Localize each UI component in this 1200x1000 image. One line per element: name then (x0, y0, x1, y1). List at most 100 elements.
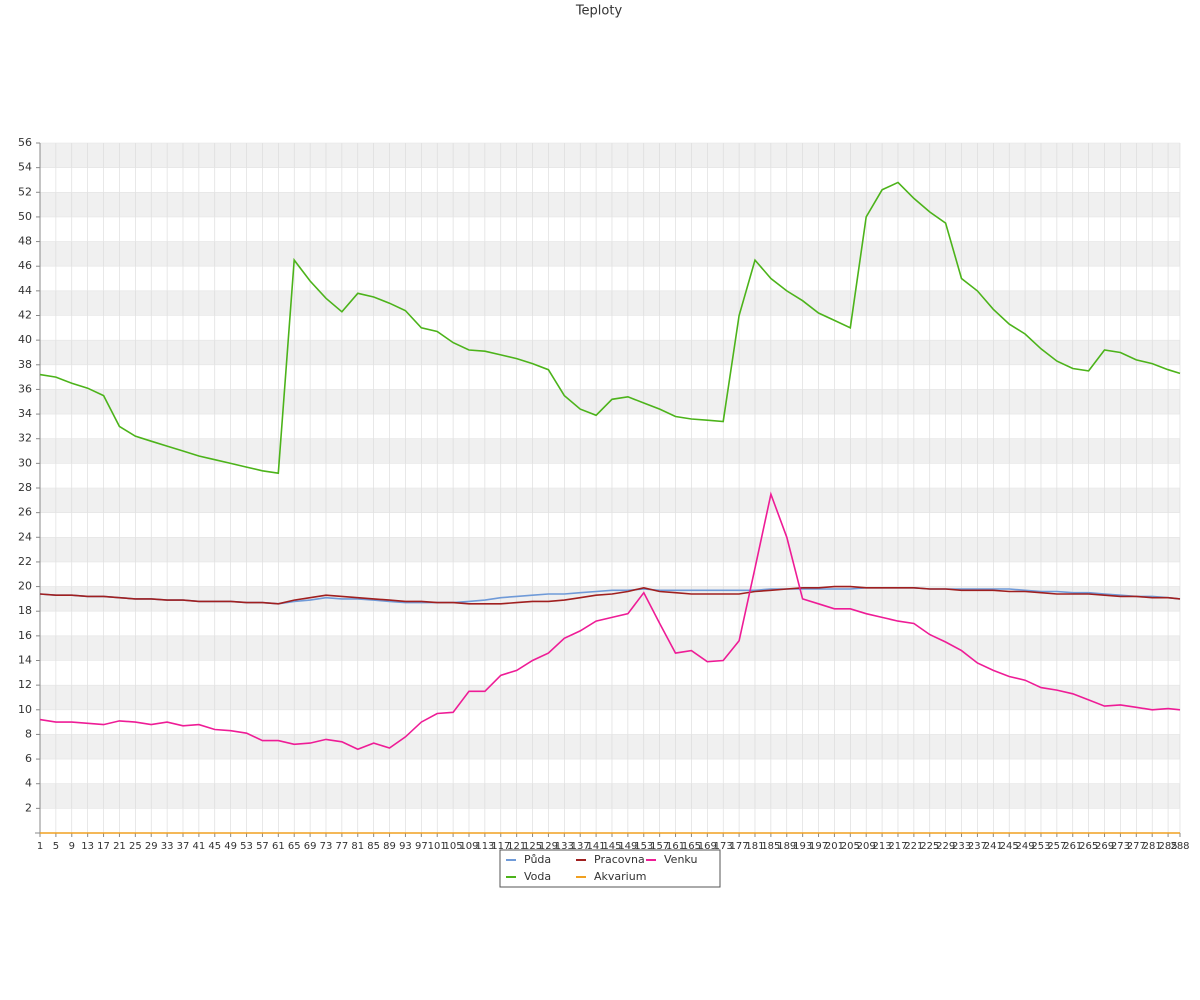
legend-box (499, 849, 721, 888)
y-tick-label: 22 (18, 555, 32, 568)
x-tick-label: 185 (761, 841, 780, 852)
x-tick-label: 177 (730, 841, 749, 852)
x-tick-label: 229 (936, 841, 955, 852)
x-tick-label: 81 (351, 841, 364, 852)
x-tick-label: 201 (825, 841, 844, 852)
x-tick-label: 9 (69, 841, 75, 852)
grid-band (40, 783, 1180, 809)
x-tick-label: 217 (888, 841, 907, 852)
x-tick-label: 209 (857, 841, 876, 852)
legend-label: Pracovna (594, 853, 645, 866)
x-tick-label: 233 (952, 841, 971, 852)
x-tick-label: 137 (571, 841, 590, 852)
y-tick-label: 2 (25, 801, 32, 814)
grid-band (40, 438, 1180, 464)
grid-band (40, 241, 1180, 267)
grid-band (40, 340, 1180, 365)
x-tick-label: 285 (1159, 841, 1178, 852)
x-tick-label: 21 (113, 841, 126, 852)
series-line (39, 585, 1181, 605)
x-tick-label: 288 (1170, 841, 1189, 852)
x-tick-label: 101 (428, 841, 447, 852)
y-tick-label: 48 (18, 235, 32, 248)
chart-title: Teploty (575, 4, 623, 19)
x-tick-label: 29 (145, 841, 158, 852)
x-tick-label: 265 (1079, 841, 1098, 852)
x-tick-label: 25 (129, 841, 142, 852)
y-tick-label: 12 (18, 678, 32, 691)
y-tick-label: 52 (18, 185, 32, 198)
x-tick-label: 157 (650, 841, 669, 852)
x-tick-label: 141 (587, 841, 606, 852)
x-tick-label: 257 (1047, 841, 1066, 852)
x-tick-label: 85 (367, 841, 380, 852)
y-tick-label: 10 (18, 703, 32, 716)
grid-band (40, 192, 1180, 217)
x-tick-label: 1 (37, 841, 43, 852)
x-tick-label: 117 (491, 841, 510, 852)
x-tick-label: 189 (777, 841, 796, 852)
x-tick-label: 277 (1127, 841, 1146, 852)
y-tick-label: 36 (18, 382, 32, 395)
grid-band (40, 488, 1180, 513)
y-tick-label: 54 (18, 161, 32, 174)
x-tick-label: 145 (602, 841, 621, 852)
y-tick-label: 42 (18, 309, 32, 322)
x-tick-label: 253 (1031, 841, 1050, 852)
x-tick-label: 241 (984, 841, 1003, 852)
x-tick-label: 5 (53, 841, 59, 852)
y-tick-label: 28 (18, 481, 32, 494)
grid-band (40, 290, 1180, 316)
x-tick-label: 161 (666, 841, 685, 852)
legend-label: Půda (524, 853, 551, 866)
x-tick-label: 197 (809, 841, 828, 852)
y-tick-label: 44 (18, 284, 32, 297)
x-tick-label: 105 (444, 841, 463, 852)
x-tick-label: 193 (793, 841, 812, 852)
y-tick-label: 50 (18, 210, 32, 223)
x-tick-label: 121 (507, 841, 526, 852)
x-tick-label: 149 (618, 841, 637, 852)
series-line (39, 491, 1181, 751)
x-tick-label: 221 (904, 841, 923, 852)
x-tick-label: 61 (272, 841, 285, 852)
x-tick-label: 49 (224, 841, 237, 852)
x-tick-label: 165 (682, 841, 701, 852)
x-tick-label: 89 (383, 841, 396, 852)
x-tick-label: 77 (336, 841, 349, 852)
x-tick-label: 237 (968, 841, 987, 852)
grid-band (40, 685, 1180, 710)
x-tick-label: 173 (714, 841, 733, 852)
x-tick-label: 57 (256, 841, 269, 852)
x-tick-label: 249 (1016, 841, 1035, 852)
grid-band (40, 537, 1180, 562)
y-tick-label: 30 (18, 456, 32, 469)
x-tick-label: 213 (873, 841, 892, 852)
y-tick-label: 34 (18, 407, 32, 420)
legend-label: Voda (524, 870, 551, 883)
x-tick-label: 93 (399, 841, 412, 852)
y-tick-label: 24 (18, 530, 32, 543)
y-tick-label: 16 (18, 629, 32, 642)
x-tick-label: 245 (1000, 841, 1019, 852)
x-tick-label: 133 (555, 841, 574, 852)
x-tick-label: 65 (288, 841, 301, 852)
x-tick-label: 205 (841, 841, 860, 852)
x-tick-label: 33 (161, 841, 174, 852)
x-tick-label: 97 (415, 841, 428, 852)
x-tick-label: 45 (208, 841, 221, 852)
legend-label: Venku (664, 853, 697, 866)
y-tick-label: 40 (18, 333, 32, 346)
x-tick-label: 41 (193, 841, 206, 852)
grid-band (40, 734, 1180, 760)
y-tick-label: 26 (18, 506, 32, 519)
x-tick-label: 273 (1111, 841, 1130, 852)
x-tick-label: 69 (304, 841, 317, 852)
x-tick-label: 125 (523, 841, 542, 852)
y-tick-label: 18 (18, 604, 32, 617)
y-tick-label: 46 (18, 259, 32, 272)
y-tick-label: 4 (25, 777, 32, 790)
x-tick-label: 225 (920, 841, 939, 852)
y-tick-label: 38 (18, 358, 32, 371)
